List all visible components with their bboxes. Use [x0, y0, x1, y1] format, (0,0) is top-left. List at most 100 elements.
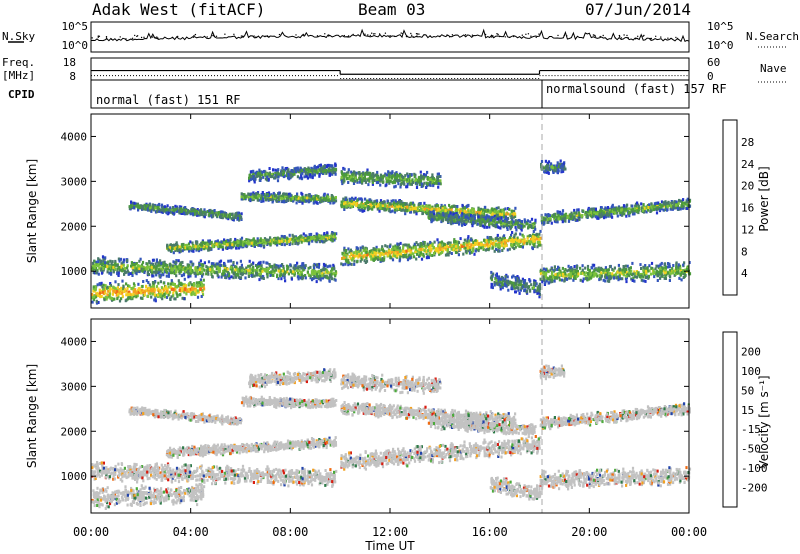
power-cell: [216, 239, 219, 243]
power-cell: [283, 195, 286, 199]
power-cell: [199, 272, 202, 275]
power-cell: [239, 272, 242, 276]
power-cell: [111, 260, 114, 264]
power-cell: [420, 208, 423, 212]
power-cell: [141, 263, 144, 267]
power-cell: [154, 271, 157, 275]
power-cell: [160, 261, 163, 265]
power-cell: [210, 272, 213, 276]
power-cell: [250, 175, 253, 179]
power-cell: [200, 263, 203, 267]
power-cell: [342, 263, 345, 267]
power-cell: [196, 247, 199, 251]
power-cell: [261, 197, 265, 201]
power-cell: [529, 234, 532, 238]
power-cell: [250, 241, 253, 245]
power-cell: [92, 287, 95, 291]
power-cell: [381, 204, 384, 208]
power-cell: [457, 241, 461, 245]
power-cell: [140, 267, 143, 271]
power-cell: [178, 248, 181, 252]
power-cell: [250, 263, 253, 267]
power-cell: [352, 197, 356, 201]
power-cell: [413, 206, 417, 210]
nsearch-point: [412, 36, 414, 38]
power-cell: [311, 239, 314, 243]
power-cell: [260, 268, 263, 271]
power-cell: [522, 235, 525, 239]
power-cell: [179, 263, 182, 267]
power-cell: [269, 242, 272, 246]
power-cell: [209, 265, 212, 269]
power-cell: [178, 281, 181, 285]
power-cell: [94, 285, 97, 289]
power-cell: [181, 296, 184, 300]
power-cell: [199, 278, 202, 282]
power-cell: [241, 245, 244, 249]
power-cell: [252, 238, 255, 242]
power-cell: [432, 252, 436, 255]
power-cell: [114, 287, 117, 291]
power-cell: [424, 173, 428, 177]
power-cell: [276, 179, 280, 183]
power-cell: [270, 173, 273, 177]
power-cell: [207, 248, 210, 252]
power-cell: [194, 269, 197, 272]
power-cell: [203, 241, 206, 245]
power-cell: [156, 264, 159, 268]
power-cell: [294, 240, 297, 244]
power-cell: [271, 264, 274, 268]
power-cell: [284, 199, 287, 203]
power-cell: [277, 199, 280, 203]
power-cell: [343, 208, 346, 211]
nsearch-label: N.Search: [746, 30, 799, 43]
power-cell: [192, 244, 195, 248]
power-cell: [251, 195, 254, 199]
power-cell: [132, 206, 136, 210]
power-cell: [143, 271, 146, 274]
power-cell: [430, 247, 433, 251]
power-cell: [223, 241, 226, 245]
power-cell: [305, 199, 308, 203]
power-cell: [178, 289, 181, 292]
power-cell: [98, 282, 101, 286]
power-cell: [114, 289, 117, 293]
power-cell: [467, 209, 470, 213]
power-cell: [309, 274, 312, 278]
nsearch-point: [530, 35, 532, 37]
power-cell: [238, 269, 241, 273]
power-cell: [305, 193, 308, 197]
power-cell: [146, 288, 149, 292]
nsearch-point: [614, 37, 616, 39]
power-cell: [330, 232, 333, 236]
power-cell: [219, 264, 222, 267]
power-cell: [225, 239, 228, 243]
power-cell: [216, 244, 219, 248]
freq-ytick-top: 18: [63, 56, 76, 69]
nsearch-point: [484, 33, 487, 36]
power-cell: [177, 284, 180, 288]
power-cell: [358, 197, 361, 201]
power-cell: [289, 198, 293, 202]
power-cell: [463, 209, 466, 213]
power-cell: [414, 247, 418, 251]
power-cell: [282, 175, 285, 179]
power-cell: [275, 237, 278, 241]
power-cell: [104, 284, 107, 288]
power-cell: [260, 264, 263, 268]
power-cell: [388, 244, 392, 248]
power-cell: [359, 208, 362, 212]
power-cell: [172, 210, 175, 214]
power-cell: [221, 247, 224, 251]
power-cell: [187, 270, 190, 274]
power-cell: [187, 289, 190, 293]
power-cell: [160, 286, 163, 290]
power-cell: [246, 241, 249, 245]
power-cell: [463, 206, 466, 210]
power-cell: [141, 284, 144, 288]
power-cell: [123, 288, 126, 292]
power-cell: [365, 259, 369, 263]
freq-ytick-bottom: 8: [69, 70, 76, 83]
power-cell: [162, 262, 165, 266]
